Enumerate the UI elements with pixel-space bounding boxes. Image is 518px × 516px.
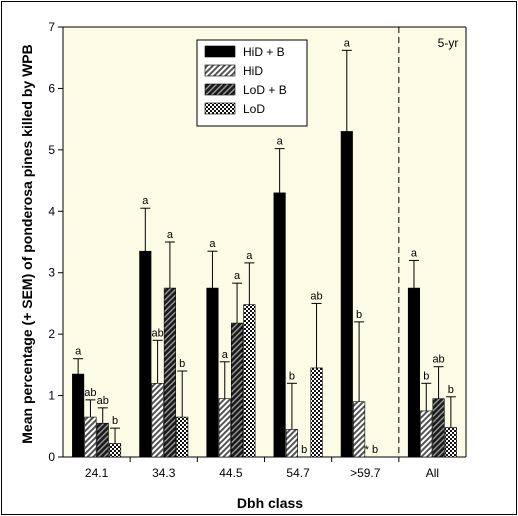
significance-letter: b (112, 415, 118, 427)
y-tick-label: 6 (48, 81, 55, 95)
legend-label: HiD + B (243, 45, 285, 59)
significance-letter: b (423, 370, 429, 382)
y-tick-label: 4 (48, 204, 55, 218)
bar (310, 367, 323, 458)
significance-letter: a (75, 346, 82, 358)
legend-swatch (204, 102, 236, 115)
bar (407, 287, 421, 458)
y-tick-label: 5 (48, 143, 55, 157)
x-tick-label: 24.1 (85, 466, 109, 480)
legend-swatch (204, 64, 236, 77)
bar (340, 131, 353, 458)
bar (273, 192, 286, 458)
legend-layer: HiD + B HiD LoD + B LoD (196, 39, 308, 127)
bar (420, 410, 433, 458)
x-tick-label: 34.3 (152, 466, 176, 480)
significance-letter: a (222, 349, 229, 361)
y-tick-label: 0 (48, 450, 55, 464)
axes-layer: 0 1 2 3 4 5 6 7 24.1 34.3 44.5 54.7 >59.7 All (48, 20, 467, 480)
y-tick-label: 1 (48, 389, 55, 403)
significance-letter: ab (84, 387, 96, 399)
significance-letter: ab (310, 290, 322, 302)
bar (243, 304, 256, 458)
bar (176, 416, 189, 458)
legend-swatch (204, 45, 236, 58)
significance-letter: ab (432, 354, 444, 366)
y-tick-label: 3 (48, 266, 55, 280)
x-axis-label: Dbh class (237, 495, 303, 511)
bar (163, 287, 176, 458)
y-tick-label: 7 (48, 20, 55, 34)
bar (285, 429, 298, 458)
significance-letter: b (289, 370, 295, 382)
x-tick-label: >59.7 (350, 466, 381, 480)
bar (96, 422, 109, 458)
bar (84, 416, 97, 458)
bar (139, 250, 152, 458)
significance-letter: a (246, 250, 253, 262)
y-tick-label: 2 (48, 327, 55, 341)
bar (151, 382, 164, 458)
significance-letter: a (411, 247, 418, 259)
significance-letter: a (209, 238, 216, 250)
significance-letter: a (167, 229, 174, 241)
significance-letter: b (356, 309, 362, 321)
significance-letter: a (277, 136, 284, 148)
significance-letter: b (301, 444, 307, 456)
x-tick-label: All (426, 466, 439, 480)
bar (72, 373, 85, 458)
significance-letter: ab (97, 395, 109, 407)
bar (206, 287, 219, 458)
significance-letter: ab (151, 327, 163, 339)
significance-letter: b (448, 384, 454, 396)
x-tick-label: 54.7 (286, 466, 310, 480)
legend-label: HiD (243, 64, 263, 78)
significance-letter: a (234, 270, 241, 282)
significance-letter: * b (365, 444, 378, 456)
bar (353, 401, 366, 458)
y-axis-label: Mean percentage (+ SEM) of ponderosa pin… (19, 44, 35, 443)
bar (444, 427, 457, 458)
legend-label: LoD + B (243, 83, 287, 97)
bar (218, 398, 231, 458)
bar (432, 398, 445, 458)
significance-letter: a (142, 195, 149, 207)
legend-swatch (204, 83, 236, 96)
x-tick-label: 44.5 (219, 466, 243, 480)
significance-letter: b (179, 358, 185, 370)
legend-label: LoD (243, 102, 265, 116)
period-label: 5-yr (438, 36, 459, 50)
significance-letter: a (344, 37, 351, 49)
bar (231, 322, 244, 458)
bar (108, 443, 122, 458)
